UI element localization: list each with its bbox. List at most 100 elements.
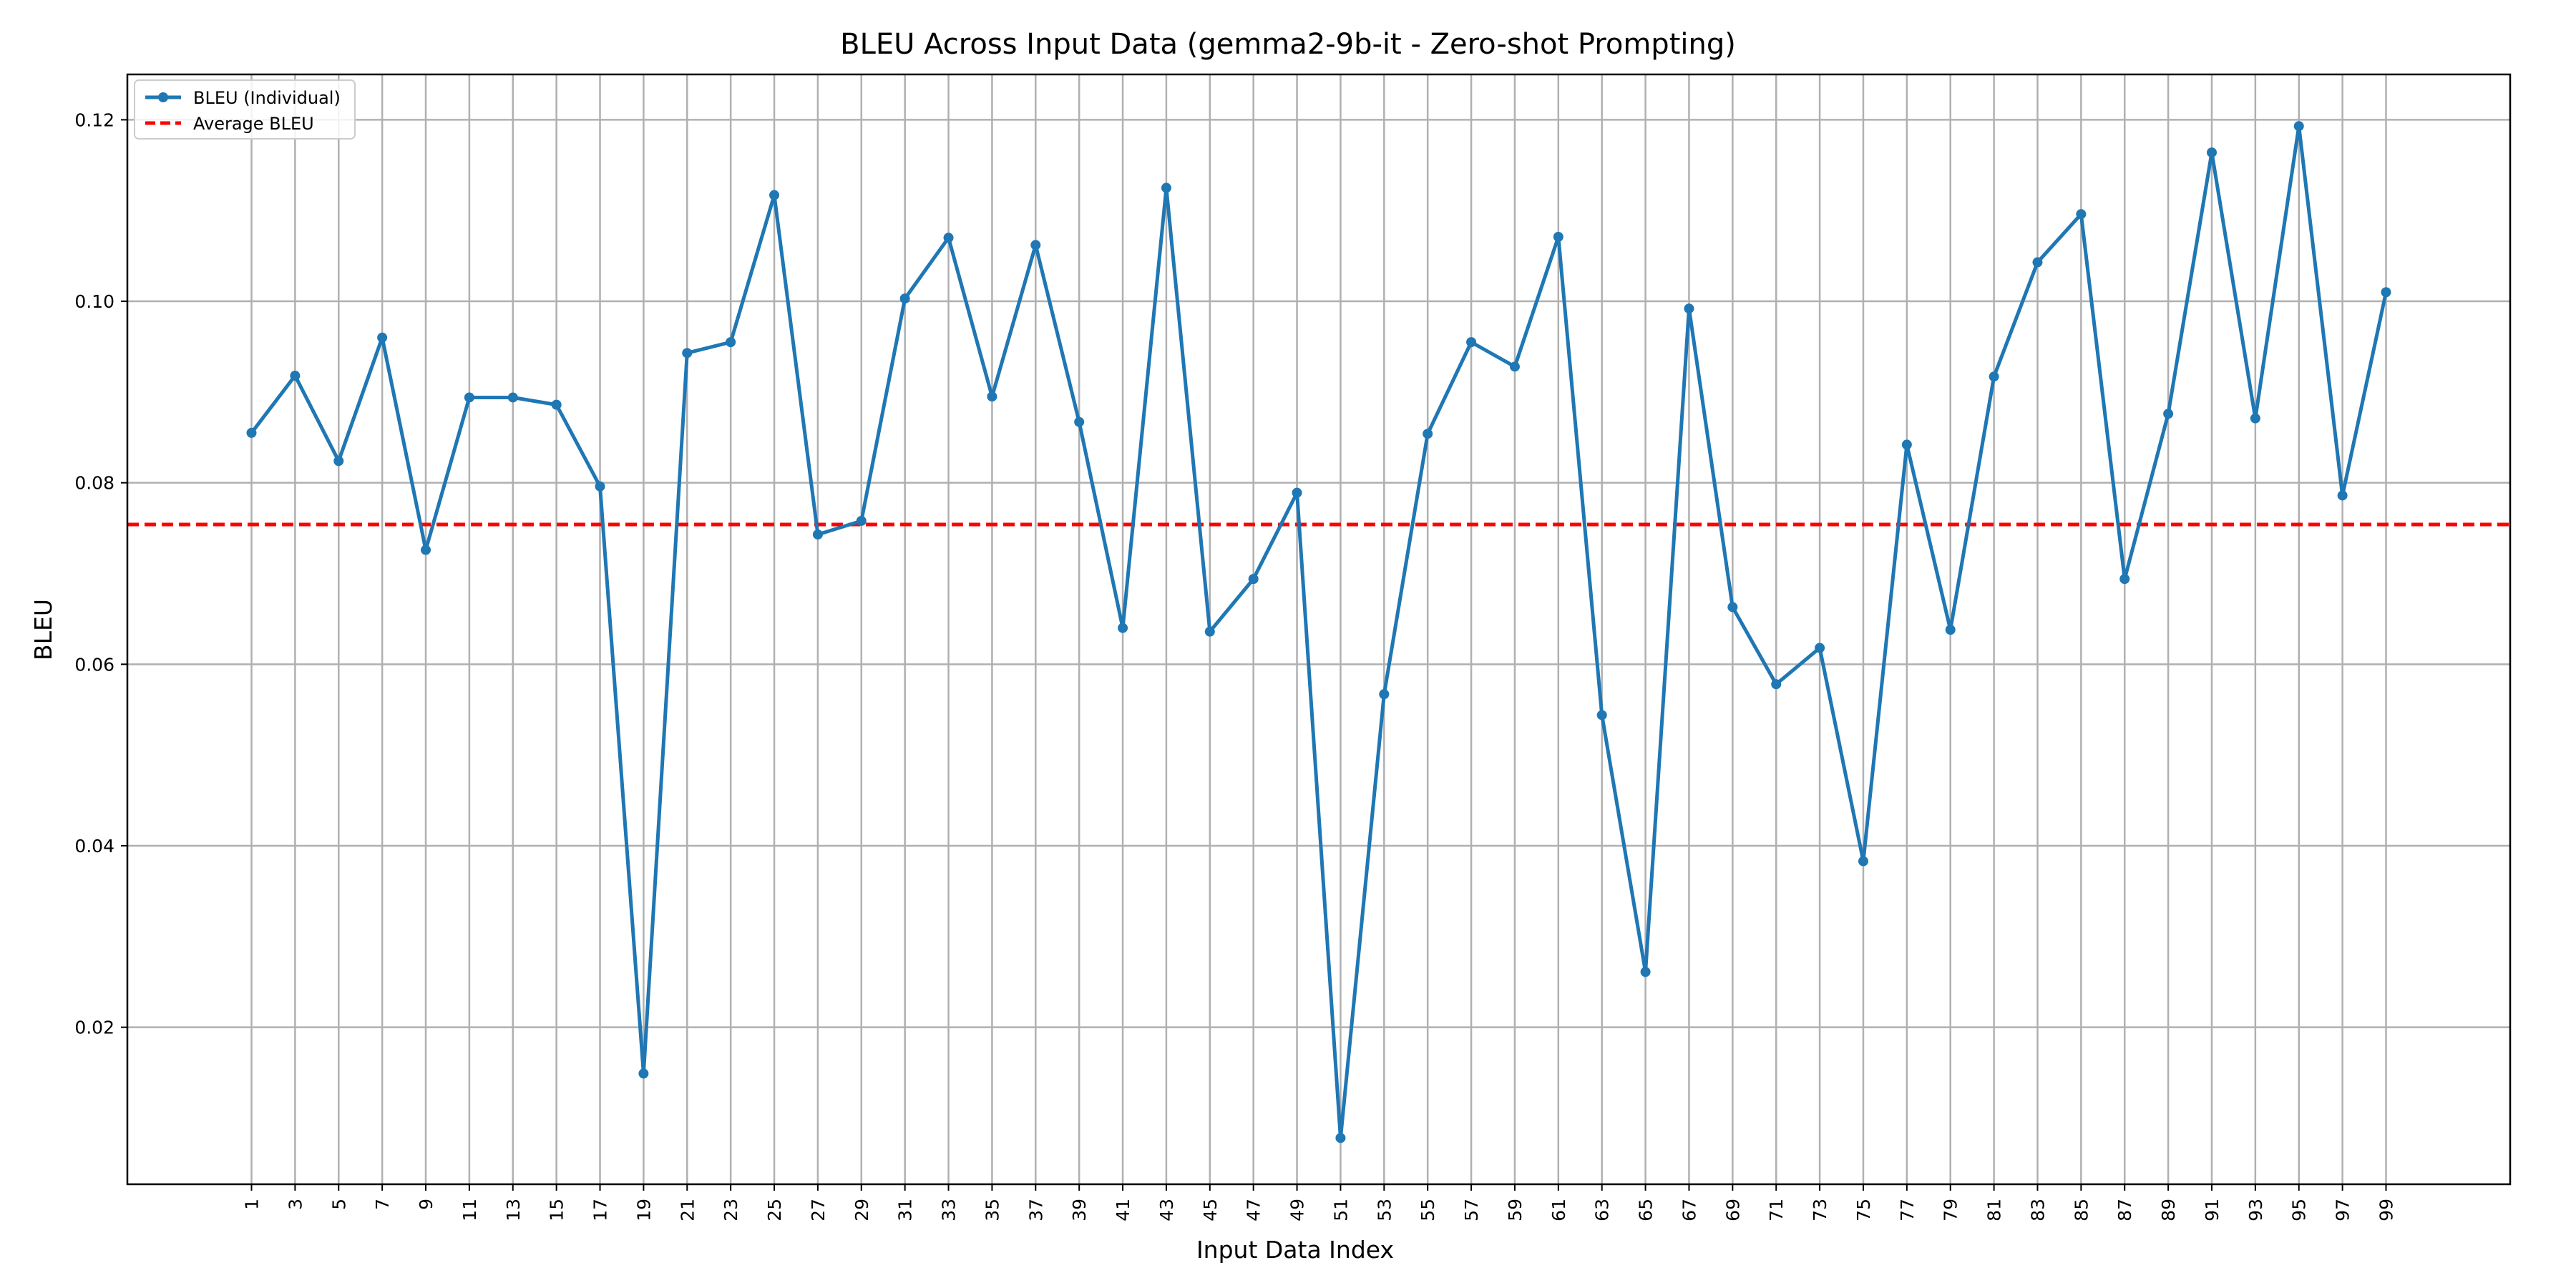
data-point [595,481,605,492]
x-tick-label: 85 [2071,1199,2092,1221]
bleu-individual-markers [246,121,2391,1143]
data-point [1292,487,1302,498]
legend-marker-individual [158,92,168,102]
x-tick-label: 75 [1853,1199,1874,1221]
grid-lines [127,74,2510,1184]
data-point [2250,413,2260,424]
data-point [1727,602,1738,613]
x-tick-label: 57 [1461,1199,1482,1221]
bleu-individual-line [250,124,2388,1140]
x-tick-label: 91 [2202,1199,2223,1221]
data-point [2381,287,2391,298]
data-point [812,529,823,540]
data-point [1204,626,1215,637]
x-tick-label: 55 [1418,1199,1438,1221]
data-point [2293,121,2304,132]
x-axis-ticks: 1 3 5 7 9 11 13 15 17 19 21 23 25 27 29 31 33 35 37 39 41 43 4… [242,1184,2396,1221]
x-tick-label: 21 [677,1199,698,1221]
data-point [1509,361,1520,372]
data-point [1596,710,1607,721]
data-point [1074,416,1085,427]
x-tick-label: 39 [1069,1199,1090,1221]
data-point [1161,182,1171,193]
data-point [1858,856,1868,867]
data-point [1466,337,1477,348]
legend-label-average: Average BLEU [193,114,314,134]
x-tick-label: 49 [1287,1199,1308,1221]
x-tick-label: 67 [1679,1199,1699,1221]
x-tick-label: 95 [2289,1199,2310,1221]
x-tick-label: 81 [1984,1199,2005,1221]
x-axis-label: Input Data Index [1196,1236,1394,1264]
x-tick-label: 59 [1505,1199,1526,1221]
y-axis-label: BLEU [29,599,57,660]
legend: BLEU (Individual) Average BLEU [134,79,356,140]
x-tick-label: 43 [1156,1199,1177,1221]
data-point [1771,679,1782,690]
x-tick-label: 29 [852,1199,872,1221]
x-tick-label: 23 [721,1199,741,1221]
data-point [1248,574,1259,585]
x-tick-label: 35 [982,1199,1002,1221]
data-point [421,545,431,555]
x-tick-label: 19 [633,1199,654,1221]
x-tick-label: 15 [547,1199,567,1221]
x-tick-label: 45 [1200,1199,1221,1221]
x-tick-label: 61 [1548,1199,1569,1221]
data-point [1335,1133,1346,1143]
data-point [1989,371,1999,382]
legend-label-individual: BLEU (Individual) [193,88,341,108]
data-point [1423,429,1433,439]
data-point [2076,209,2087,220]
x-tick-label: 9 [416,1199,436,1210]
x-tick-label: 73 [1810,1199,1830,1221]
data-point [726,337,736,348]
x-tick-label: 13 [503,1199,524,1221]
x-tick-label: 31 [895,1199,916,1221]
x-tick-label: 93 [2245,1199,2266,1221]
x-tick-label: 65 [1636,1199,1657,1221]
x-tick-label: 25 [764,1199,785,1221]
x-tick-label: 3 [285,1199,306,1210]
x-tick-label: 27 [808,1199,829,1221]
y-tick-label: 0.08 [74,473,114,494]
x-tick-label: 53 [1374,1199,1395,1221]
data-point [464,392,474,403]
x-tick-label: 1 [242,1199,263,1210]
x-tick-label: 47 [1244,1199,1264,1221]
data-point [333,456,344,467]
data-point [2032,257,2043,268]
x-tick-label: 41 [1113,1199,1133,1221]
x-tick-label: 89 [2158,1199,2179,1221]
x-tick-label: 83 [2027,1199,2048,1221]
data-point [899,293,910,304]
y-tick-label: 0.04 [74,836,114,857]
x-tick-label: 69 [1722,1199,1743,1221]
plot-area-frame [126,73,2512,1186]
data-point [1553,232,1563,243]
y-axis-ticks: 0.02 0.04 0.06 0.08 0.10 0.12 [74,109,127,1038]
data-point [2206,147,2217,158]
data-point [1945,625,1956,635]
data-point [2337,490,2348,501]
legend-box [134,79,356,140]
data-point [1684,303,1694,314]
data-point [1118,623,1128,633]
data-point [1815,643,1825,653]
data-point [2163,409,2174,419]
x-tick-label: 7 [372,1199,393,1210]
data-point [246,427,257,438]
x-tick-label: 97 [2333,1199,2353,1221]
data-point [769,190,780,200]
x-tick-label: 5 [328,1199,349,1210]
data-point [2119,574,2130,585]
x-tick-label: 71 [1766,1199,1787,1221]
x-tick-label: 79 [1941,1199,1961,1221]
data-point [507,392,518,403]
x-tick-label: 63 [1592,1199,1613,1221]
data-point [377,332,388,343]
data-point [682,348,693,358]
data-point [638,1068,649,1079]
